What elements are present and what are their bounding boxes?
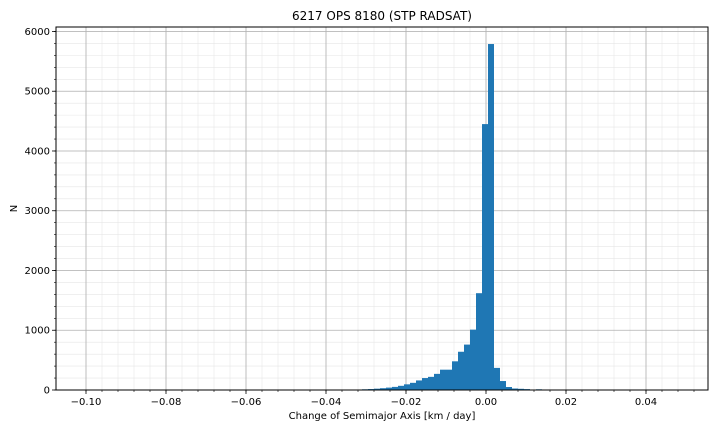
- histogram-bar: [392, 386, 398, 390]
- minor-grid: [56, 27, 708, 391]
- histogram-bar: [488, 44, 494, 390]
- x-axis-label: Change of Semimajor Axis [km / day]: [289, 411, 476, 422]
- x-tick-label: 0.00: [475, 397, 497, 408]
- y-axis-ticks: 0 1000 2000 3000 4000 5000 6000: [25, 27, 56, 397]
- y-tick-label: 5000: [25, 87, 50, 98]
- histogram-bar: [500, 381, 506, 390]
- histogram-bar: [410, 382, 416, 390]
- x-tick-label: −0.10: [71, 397, 102, 408]
- histogram-bar: [518, 388, 524, 390]
- histogram-bar: [440, 369, 446, 390]
- histogram-bar: [512, 388, 518, 390]
- x-tick-label: 0.04: [635, 397, 657, 408]
- histogram-bar: [416, 380, 422, 390]
- x-tick-label: −0.04: [311, 397, 342, 408]
- y-tick-label: 1000: [25, 326, 50, 337]
- histogram-bar: [494, 367, 500, 390]
- histogram-bar: [380, 388, 386, 390]
- histogram-bar: [476, 293, 482, 390]
- y-tick-label: 0: [44, 386, 50, 397]
- x-tick-label: −0.06: [231, 397, 262, 408]
- y-tick-label: 2000: [25, 266, 50, 277]
- histogram-bar: [464, 344, 470, 390]
- x-axis-ticks: −0.10 −0.08 −0.06 −0.04 −0.02 0.00 0.02 0.04: [71, 390, 695, 408]
- histogram-bar: [506, 387, 512, 390]
- major-grid: [56, 27, 708, 391]
- histogram-bar: [434, 373, 440, 390]
- y-axis-label: N: [9, 205, 20, 212]
- histogram-bar: [446, 369, 452, 390]
- histogram-bars: [350, 44, 548, 391]
- plot-frame: [55, 26, 709, 391]
- histogram-bar: [452, 361, 458, 390]
- histogram-bar: [374, 388, 380, 390]
- x-tick-label: −0.02: [391, 397, 422, 408]
- x-tick-label: −0.08: [151, 397, 182, 408]
- histogram-bar: [398, 385, 404, 390]
- histogram-bar: [422, 378, 428, 390]
- y-tick-label: 4000: [25, 146, 50, 157]
- histogram-bar: [428, 376, 434, 390]
- y-tick-label: 6000: [25, 27, 50, 38]
- chart-title: 6217 OPS 8180 (STP RADSAT): [292, 9, 472, 23]
- histogram-bar: [470, 329, 476, 390]
- x-tick-label: 0.02: [555, 397, 577, 408]
- histogram-bar: [404, 384, 410, 390]
- histogram-bar: [482, 124, 488, 391]
- histogram-bar: [458, 351, 464, 390]
- histogram-bar: [386, 387, 392, 390]
- y-tick-label: 3000: [25, 206, 50, 217]
